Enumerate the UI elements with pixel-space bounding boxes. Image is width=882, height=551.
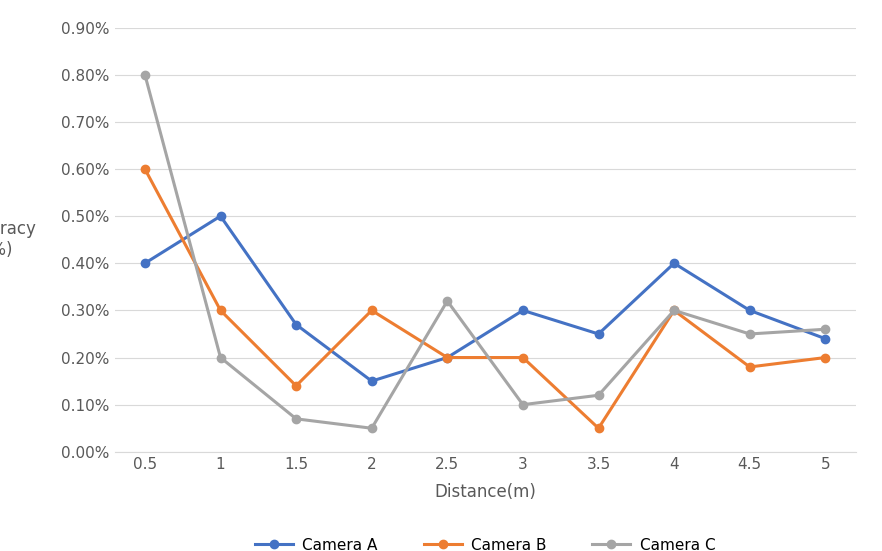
Camera A xyxy=(139,260,150,267)
Camera B xyxy=(744,364,755,370)
Camera A xyxy=(215,213,226,219)
Camera B xyxy=(669,307,679,314)
Camera A xyxy=(669,260,679,267)
Camera A xyxy=(820,336,831,342)
X-axis label: Distance(m): Distance(m) xyxy=(434,483,536,501)
Camera B xyxy=(820,354,831,361)
Camera C xyxy=(442,298,452,304)
Camera C xyxy=(744,331,755,337)
Camera C xyxy=(139,72,150,78)
Camera C xyxy=(215,354,226,361)
Camera C xyxy=(291,415,302,422)
Camera B xyxy=(291,382,302,389)
Camera C xyxy=(366,425,377,431)
Camera A xyxy=(594,331,604,337)
Camera B xyxy=(442,354,452,361)
Camera B xyxy=(366,307,377,314)
Camera A xyxy=(518,307,528,314)
Camera B xyxy=(518,354,528,361)
Camera C xyxy=(820,326,831,333)
Line: Camera C: Camera C xyxy=(141,71,829,433)
Camera B xyxy=(139,166,150,172)
Camera A xyxy=(291,321,302,328)
Legend: Camera A, Camera B, Camera C: Camera A, Camera B, Camera C xyxy=(249,532,721,551)
Line: Camera A: Camera A xyxy=(141,212,829,385)
Camera B xyxy=(594,425,604,431)
Line: Camera B: Camera B xyxy=(141,165,829,433)
Camera A xyxy=(744,307,755,314)
Camera C xyxy=(669,307,679,314)
Camera C xyxy=(518,401,528,408)
Y-axis label: Accuracy
(%): Accuracy (%) xyxy=(0,220,37,259)
Camera C xyxy=(594,392,604,398)
Camera A xyxy=(366,378,377,385)
Camera B xyxy=(215,307,226,314)
Camera A xyxy=(442,354,452,361)
